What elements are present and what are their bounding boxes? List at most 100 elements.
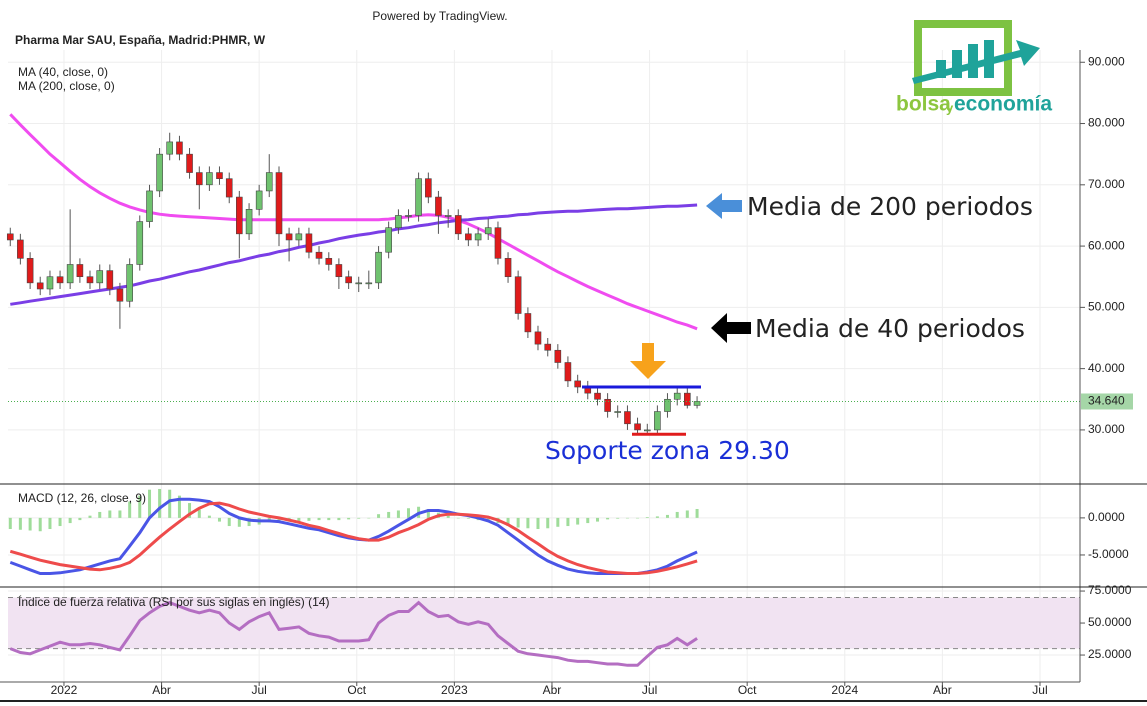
annotation: Media de 200 periodos	[747, 192, 1033, 221]
legend-entry: MA (200, close, 0)	[18, 79, 115, 93]
candle-body	[136, 221, 144, 265]
candle-body	[26, 258, 34, 284]
histogram-bar	[446, 515, 450, 518]
logo-arrow	[912, 40, 1040, 84]
y-tick-label: 80.000	[1088, 116, 1125, 130]
x-tick-label: 2023	[441, 683, 468, 697]
candle-body	[654, 411, 661, 431]
histogram-bar	[48, 517, 52, 530]
histogram-bar	[18, 517, 22, 530]
candle-body	[614, 411, 621, 413]
candle-body	[216, 172, 223, 179]
histogram-bar	[128, 501, 132, 518]
histogram-bar	[566, 517, 570, 527]
candle-body	[176, 141, 183, 155]
annotation-arrow	[630, 343, 666, 379]
candle-body	[106, 270, 114, 290]
histogram-bar	[367, 517, 371, 519]
histogram-bar	[675, 511, 679, 518]
histogram-bar	[297, 517, 301, 522]
histogram-bar	[655, 516, 659, 518]
candle-body	[225, 178, 233, 198]
candle-body	[236, 196, 243, 235]
last-price-box	[1081, 393, 1133, 410]
candle-body	[673, 392, 681, 400]
candle-body	[684, 392, 691, 406]
y-tick-label: 60.000	[1088, 238, 1125, 252]
last-price-label: 34.640	[1088, 394, 1125, 408]
histogram-bar	[377, 514, 381, 518]
annotation: Soporte zona 29.30	[545, 436, 790, 465]
candle-body	[275, 172, 283, 235]
histogram-bar	[38, 517, 42, 532]
candle-body	[96, 270, 104, 284]
histogram-bar	[168, 489, 172, 518]
candle-body	[255, 190, 263, 210]
candle-body	[36, 282, 44, 290]
y-tick-label: 30.000	[1088, 422, 1125, 436]
histogram-bar	[516, 517, 520, 528]
x-tick-label: Oct	[347, 683, 366, 697]
candle-body	[305, 233, 313, 253]
candle-body	[345, 276, 352, 284]
y-tick-label: -5.0000	[1088, 547, 1129, 561]
histogram-bar	[207, 515, 211, 518]
candle-body	[146, 190, 153, 222]
candle-body	[355, 282, 363, 285]
histogram-bar	[177, 495, 181, 518]
histogram-bar	[586, 517, 590, 524]
histogram-bar	[645, 517, 649, 518]
histogram-bar	[357, 517, 361, 519]
logo-bar	[968, 44, 978, 78]
histogram-bar	[188, 503, 192, 518]
histogram-bar	[337, 517, 341, 521]
histogram-bar	[636, 517, 640, 519]
logo-text: economía	[954, 93, 1052, 116]
candle-body	[435, 196, 442, 216]
logo: bolsa y economía	[896, 20, 1052, 116]
candle-body	[17, 239, 24, 259]
histogram-bar	[247, 517, 251, 527]
histogram-bar	[8, 517, 12, 530]
candle-body	[325, 258, 333, 265]
line	[9, 113, 698, 331]
x-tick-label: Abr	[933, 683, 952, 697]
histogram-bar	[108, 510, 112, 518]
candle-body	[415, 178, 422, 216]
histogram-bar	[616, 517, 620, 519]
histogram-bar	[526, 517, 530, 529]
histogram-bar	[456, 517, 460, 519]
histogram-bar	[98, 511, 102, 518]
y-tick-label: 75.0000	[1088, 583, 1132, 597]
histogram-bar	[576, 517, 580, 525]
histogram-bar	[536, 517, 540, 530]
candle-body	[285, 233, 293, 241]
grid	[8, 50, 1080, 682]
candle-body	[385, 227, 392, 253]
candle-body	[693, 401, 701, 406]
candle-body	[66, 264, 74, 284]
candle-body	[315, 251, 323, 259]
histogram-bar	[317, 517, 321, 521]
y-tick-label: 0.0000	[1088, 510, 1125, 524]
candle-body	[335, 264, 343, 278]
y-tick-label: 70.000	[1088, 177, 1125, 191]
histogram-bar	[606, 517, 610, 520]
logo-text: bolsa	[896, 93, 951, 116]
y-tick-label: 90.000	[1088, 54, 1125, 68]
candle-body	[126, 264, 133, 302]
histogram-bar	[347, 517, 351, 520]
histogram-bar	[58, 517, 62, 527]
candle-body	[524, 313, 532, 333]
candle-body	[206, 172, 213, 186]
candle-body	[425, 178, 432, 198]
candle-body	[574, 380, 581, 388]
x-tick-label: Abr	[152, 683, 171, 697]
candle-body	[46, 276, 54, 290]
candle-body	[156, 153, 163, 192]
candle-body	[265, 172, 273, 192]
histogram-bar	[695, 508, 699, 518]
histogram-bar	[237, 517, 241, 527]
histogram-bar	[158, 488, 162, 518]
